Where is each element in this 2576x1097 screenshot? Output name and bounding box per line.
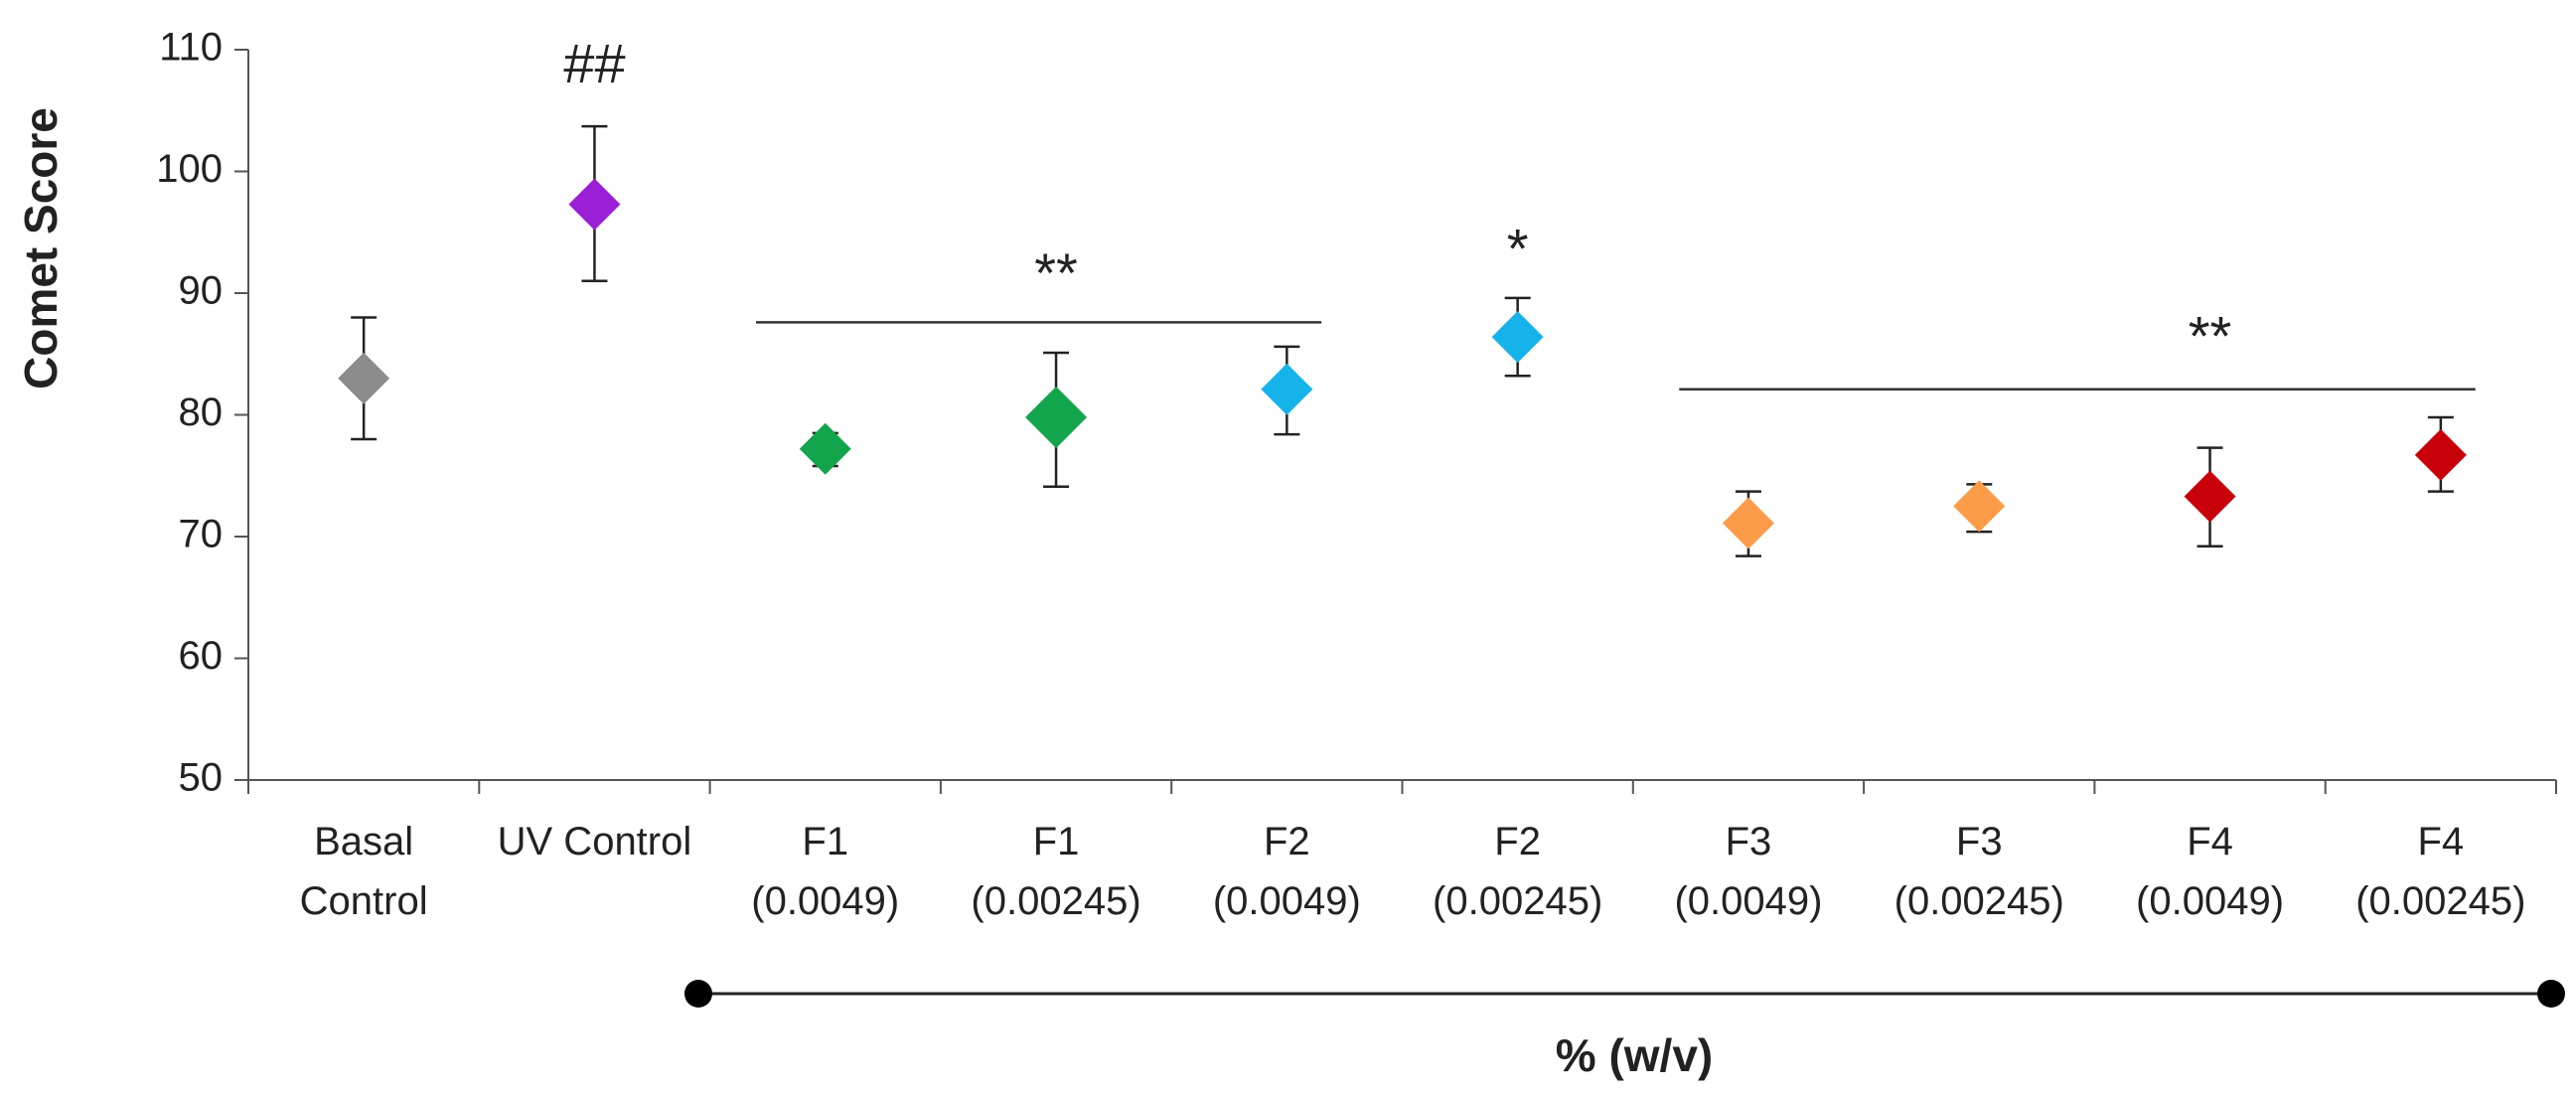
x-axis: Basal Control UV Control F1 (0.0049) F1 (0.002… [247,779,2557,923]
x-category-label: F2 [1264,820,1310,863]
x-category-sublabel: (0.0049) [1213,879,1361,923]
significance-label: ## [563,32,625,94]
x-category-label: Basal [314,820,413,863]
x-category-sublabel: (0.0049) [2136,879,2284,923]
y-tick-label: 110 [159,26,223,70]
diamond-marker [1261,363,1313,415]
diamond-marker [1953,480,2006,533]
concentration-range-line [683,980,2565,1008]
y-tick-label: 70 [179,513,224,556]
x-category-sublabel: Control [300,879,428,923]
significance-label: ** [1034,241,1078,304]
x-category-sublabel: (0.00245) [1894,879,2064,923]
diamond-marker [2184,470,2236,523]
diamond-marker [568,178,621,231]
x-category-label: F3 [1726,820,1772,863]
x-category-label: UV Control [498,820,692,863]
range-start-dot [683,980,712,1008]
x-category-sublabel: (0.00245) [1433,879,1602,923]
diamond-marker [338,352,390,404]
y-tick-label: 60 [179,634,224,678]
diamond-marker [1722,497,1774,549]
x-axis-title: % (w/v) [1556,1029,1713,1081]
diamond-marker [2414,428,2467,481]
x-category-label: F1 [802,820,848,863]
significance-label: ** [2189,305,2232,368]
x-category-label: F4 [2187,820,2233,863]
y-axis: 50 60 70 80 90 100 110 [156,26,249,800]
y-tick-label: 50 [179,756,224,800]
diamond-marker [1491,311,1544,364]
x-category-sublabel: (0.0049) [1674,879,1822,923]
x-category-label: F1 [1033,820,1080,863]
x-category-label: F3 [1956,820,2003,863]
significance-label: * [1507,217,1529,279]
significance-brackets [756,321,2476,392]
x-category-sublabel: (0.00245) [971,879,1140,923]
data-markers [338,178,2467,549]
significance-annotations: ##** *** [563,32,2231,367]
x-category-sublabel: (0.0049) [751,879,899,923]
y-tick-label: 100 [156,147,223,191]
x-category-label: F2 [1494,820,1541,863]
x-category-sublabel: (0.00245) [2355,879,2525,923]
y-tick-label: 90 [179,269,224,313]
range-end-dot [2537,980,2565,1008]
x-category-label: F4 [2418,820,2465,863]
diamond-marker [1025,386,1088,448]
y-axis-title: Comet Score [15,107,67,390]
y-tick-label: 80 [179,391,224,434]
diamond-marker [799,422,851,475]
error-bars [351,124,2454,557]
